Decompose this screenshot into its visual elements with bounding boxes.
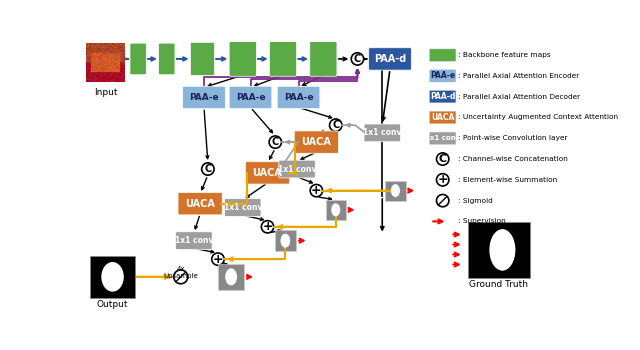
Text: C: C bbox=[354, 54, 361, 64]
Text: UACA: UACA bbox=[253, 168, 282, 178]
Text: 1x1 conv: 1x1 conv bbox=[175, 236, 213, 245]
Text: Ground Truth: Ground Truth bbox=[469, 280, 528, 289]
Circle shape bbox=[436, 153, 449, 165]
FancyBboxPatch shape bbox=[159, 43, 175, 75]
Text: : Backbone feature maps: : Backbone feature maps bbox=[458, 52, 551, 58]
Bar bbox=[385, 181, 406, 201]
Text: : Uncertainty Augmented Context Attention: : Uncertainty Augmented Context Attentio… bbox=[458, 114, 618, 120]
Text: C: C bbox=[332, 120, 339, 130]
Text: : Channel-wise Concatenation: : Channel-wise Concatenation bbox=[458, 156, 568, 162]
Text: +: + bbox=[437, 173, 448, 186]
FancyBboxPatch shape bbox=[182, 86, 225, 108]
Bar bbox=[275, 230, 296, 251]
Text: +: + bbox=[262, 220, 273, 233]
Bar bbox=[90, 256, 135, 298]
FancyBboxPatch shape bbox=[429, 70, 456, 82]
Text: PAA-e: PAA-e bbox=[284, 93, 314, 102]
Circle shape bbox=[174, 270, 188, 284]
Circle shape bbox=[310, 184, 323, 197]
Text: 1x1 conv: 1x1 conv bbox=[425, 135, 460, 141]
FancyBboxPatch shape bbox=[364, 124, 401, 142]
FancyBboxPatch shape bbox=[178, 193, 222, 215]
Text: +: + bbox=[311, 184, 322, 197]
Ellipse shape bbox=[101, 262, 124, 292]
Text: Input: Input bbox=[94, 88, 117, 97]
FancyBboxPatch shape bbox=[429, 111, 456, 124]
FancyBboxPatch shape bbox=[176, 232, 212, 250]
FancyBboxPatch shape bbox=[130, 43, 147, 75]
Text: UACA: UACA bbox=[185, 199, 215, 209]
Text: UACA: UACA bbox=[431, 113, 454, 122]
Text: : Supervision: : Supervision bbox=[458, 218, 506, 224]
Circle shape bbox=[351, 53, 364, 65]
Text: : Point-wise Convolution layer: : Point-wise Convolution layer bbox=[458, 135, 568, 141]
Text: C: C bbox=[204, 164, 211, 174]
FancyBboxPatch shape bbox=[279, 160, 316, 178]
FancyBboxPatch shape bbox=[429, 49, 456, 61]
FancyBboxPatch shape bbox=[369, 48, 412, 70]
FancyBboxPatch shape bbox=[310, 42, 337, 76]
Text: UACA: UACA bbox=[301, 137, 332, 147]
FancyBboxPatch shape bbox=[429, 132, 456, 145]
Circle shape bbox=[269, 136, 282, 148]
Text: C: C bbox=[438, 154, 447, 164]
FancyBboxPatch shape bbox=[294, 131, 339, 153]
FancyBboxPatch shape bbox=[246, 162, 290, 184]
Ellipse shape bbox=[280, 234, 291, 248]
Ellipse shape bbox=[490, 229, 515, 271]
Ellipse shape bbox=[391, 184, 400, 197]
Text: PAA-e: PAA-e bbox=[430, 71, 455, 80]
Circle shape bbox=[436, 174, 449, 186]
Bar bbox=[467, 222, 529, 278]
Text: 1x1 conv: 1x1 conv bbox=[363, 128, 401, 137]
Text: Output: Output bbox=[97, 300, 128, 309]
Text: PAA-d: PAA-d bbox=[430, 92, 456, 101]
Circle shape bbox=[330, 119, 342, 131]
Text: PAA-e: PAA-e bbox=[189, 93, 219, 102]
Text: : Element-wise Summation: : Element-wise Summation bbox=[458, 177, 557, 183]
Circle shape bbox=[212, 253, 224, 265]
Text: 4x
Upsample: 4x Upsample bbox=[163, 266, 198, 279]
Bar bbox=[326, 200, 346, 220]
Text: PAA-d: PAA-d bbox=[374, 54, 406, 64]
FancyBboxPatch shape bbox=[429, 91, 456, 103]
Circle shape bbox=[202, 163, 214, 175]
Text: : Parallel Axial Attention Encoder: : Parallel Axial Attention Encoder bbox=[458, 73, 579, 79]
Ellipse shape bbox=[225, 268, 237, 285]
Ellipse shape bbox=[332, 203, 340, 216]
Circle shape bbox=[261, 220, 274, 233]
Text: PAA-e: PAA-e bbox=[236, 93, 266, 102]
FancyBboxPatch shape bbox=[277, 86, 320, 108]
FancyBboxPatch shape bbox=[269, 42, 296, 76]
Bar bbox=[218, 264, 244, 290]
FancyBboxPatch shape bbox=[229, 86, 272, 108]
Text: 1x1 conv: 1x1 conv bbox=[223, 203, 262, 212]
Text: +: + bbox=[212, 253, 223, 266]
FancyBboxPatch shape bbox=[191, 42, 214, 76]
FancyBboxPatch shape bbox=[229, 42, 256, 76]
FancyBboxPatch shape bbox=[225, 199, 261, 216]
Text: : Sigmoid: : Sigmoid bbox=[458, 198, 493, 204]
Text: : Parallel Axial Attention Decoder: : Parallel Axial Attention Decoder bbox=[458, 94, 580, 100]
Circle shape bbox=[436, 195, 449, 207]
Text: 1x1 conv: 1x1 conv bbox=[278, 164, 316, 174]
Text: C: C bbox=[271, 137, 279, 147]
